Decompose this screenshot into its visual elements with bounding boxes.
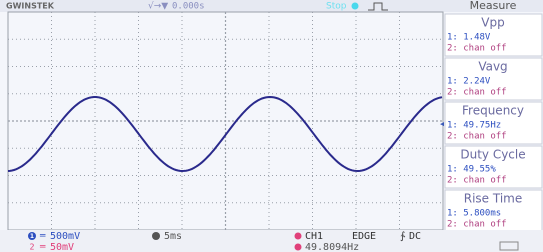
trigger-type: EDGE bbox=[352, 231, 376, 242]
top-bar bbox=[0, 0, 543, 12]
ch2-scale: 50mV bbox=[50, 242, 74, 252]
measure-label: Frequency bbox=[462, 104, 524, 118]
coupling-icon: ∱ bbox=[400, 231, 406, 242]
measure-ch2: 2: chan off bbox=[447, 44, 507, 54]
trigger-source: CH1 bbox=[305, 231, 323, 242]
coupling: DC bbox=[409, 231, 421, 242]
timebase-badge bbox=[152, 232, 160, 240]
ch2-coupling-icon: ═ bbox=[39, 243, 46, 252]
brand: GWINSTEK bbox=[6, 2, 55, 11]
ch1-number: 1 bbox=[30, 233, 34, 240]
page: {"header": {"brand": "GWINSTEK", "trigge… bbox=[0, 0, 543, 252]
trigger-symbols: √→▼ bbox=[148, 1, 168, 12]
trigger-frequency: 49.8094Hz bbox=[305, 242, 359, 252]
measure-ch2: 2: chan off bbox=[447, 176, 507, 186]
measure-label: Rise Time bbox=[464, 192, 523, 206]
measure-ch2: 2: chan off bbox=[447, 132, 507, 142]
ch1-scale: 500mV bbox=[50, 231, 80, 242]
timebase: 5ms bbox=[164, 231, 182, 242]
scope-screen: GWINSTEK √→▼ 0.000s Stop Measure ◂ Vpp1:… bbox=[0, 0, 543, 252]
measure-ch1: 1: 49.75Hz bbox=[447, 121, 501, 131]
ch1-coupling-icon: ═ bbox=[39, 232, 46, 242]
measure-ch2: 2: chan off bbox=[447, 88, 507, 98]
measure-label: Duty Cycle bbox=[460, 148, 525, 162]
ch2-number: 2 bbox=[29, 243, 34, 252]
freq-badge bbox=[295, 244, 302, 251]
trigger-time: 0.000s bbox=[172, 2, 205, 12]
measure-ch1: 1: 2.24V bbox=[447, 77, 491, 87]
measure-label: Vpp bbox=[481, 16, 504, 30]
measure-ch1: 1: 5.800ms bbox=[447, 209, 501, 219]
trigger-badge bbox=[295, 233, 302, 240]
measure-ch1: 1: 49.55% bbox=[447, 165, 496, 175]
measure-ch2: 2: chan off bbox=[447, 220, 507, 230]
run-status: Stop bbox=[326, 2, 347, 12]
measure-label: Vavg bbox=[478, 60, 507, 74]
measure-ch1: 1: 1.48V bbox=[447, 33, 491, 43]
footer-bar bbox=[0, 230, 543, 252]
panel-title: Measure bbox=[470, 0, 517, 12]
status-dot bbox=[352, 3, 359, 10]
